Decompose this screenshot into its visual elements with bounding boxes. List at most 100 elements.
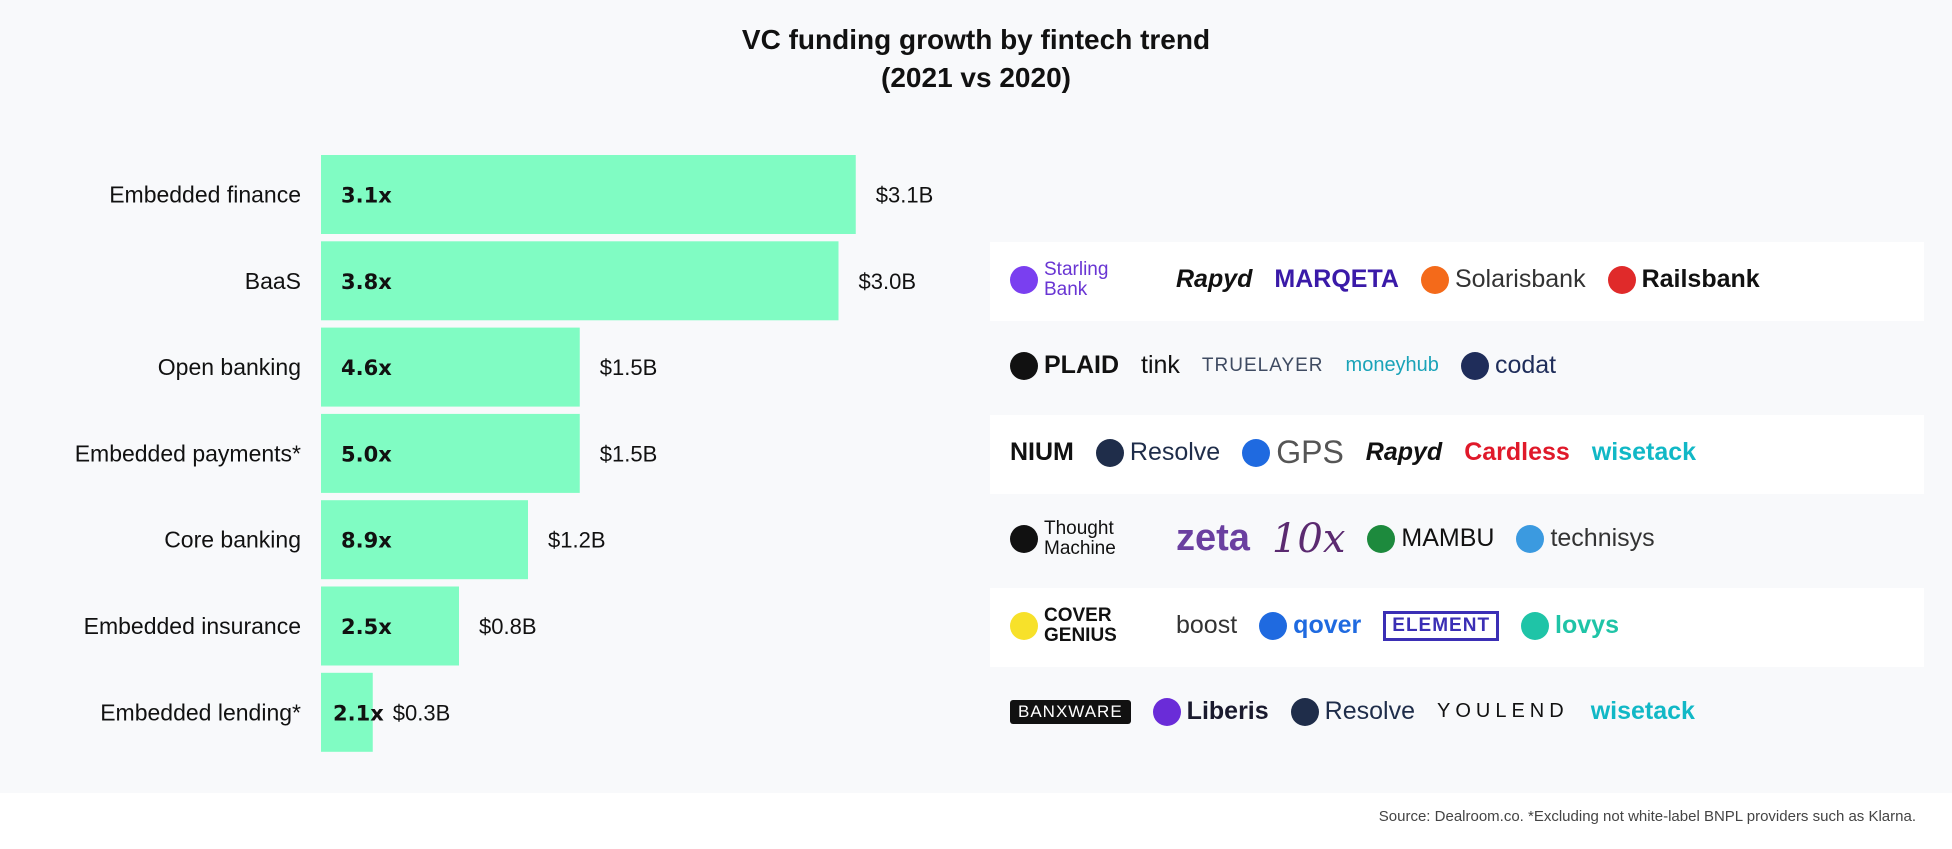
category-label: BaaS xyxy=(245,268,301,294)
bar xyxy=(321,155,856,234)
logo-row-band xyxy=(990,588,1924,667)
logo-text: YOULEND xyxy=(1436,700,1569,722)
logo-text: moneyhub xyxy=(1345,354,1439,376)
logo-plaid: PLAID xyxy=(1010,351,1119,380)
chart-title: VC funding growth by fintech trend xyxy=(741,24,1211,55)
logo-text: boost xyxy=(1176,611,1238,639)
category-label: Embedded payments* xyxy=(75,440,301,466)
logo-rapyd: Rapyd xyxy=(1366,438,1442,467)
logo-text: Railsbank xyxy=(1641,265,1760,293)
logo-moneyhub: moneyhub xyxy=(1346,354,1439,377)
bar xyxy=(321,586,459,666)
category-label: Core banking xyxy=(164,527,301,553)
growth-multiple-label: 2.5x xyxy=(341,615,392,639)
logo-technisys: technisys xyxy=(1516,524,1655,553)
starling-bank-icon xyxy=(1010,265,1038,294)
logo-railsbank: Railsbank xyxy=(1607,265,1760,294)
category-label: Embedded insurance xyxy=(84,613,301,639)
logo-resolve: Resolve xyxy=(1095,438,1221,467)
logo-zeta: zeta xyxy=(1176,517,1250,560)
growth-multiple-label: 5.0x xyxy=(341,442,392,466)
bar xyxy=(321,413,580,493)
codat-icon xyxy=(1460,351,1489,380)
logo-text: Rapyd xyxy=(1176,265,1253,293)
railsbank-icon xyxy=(1607,265,1636,294)
growth-multiple-label: 2.1x xyxy=(333,701,384,725)
mambu-icon xyxy=(1367,524,1396,553)
source-note: Source: Dealroom.co. *Excluding not whit… xyxy=(1378,808,1916,825)
logo-youlend: YOULEND xyxy=(1437,700,1569,723)
plaid-icon xyxy=(1010,351,1038,380)
logo-row: PLAID tink TRUELAYER moneyhub codat xyxy=(1010,326,1910,405)
value-label: $3.1B xyxy=(876,183,934,208)
lovys-icon xyxy=(1521,611,1550,640)
logo-text: lovys xyxy=(1555,611,1619,639)
value-label: $3.0B xyxy=(859,269,917,294)
logo-resolve: Resolve xyxy=(1290,697,1415,726)
cover-genius-icon xyxy=(1010,611,1038,640)
logo-text: Thought Machine xyxy=(1044,517,1116,559)
logo-text: qover xyxy=(1293,611,1362,639)
logo-text: MARQETA xyxy=(1274,265,1399,293)
logo-row: Thought Machine zeta 10x MAMBU technisys xyxy=(1010,499,1910,578)
logo-codat: codat xyxy=(1460,351,1557,380)
growth-multiple-label: 3.8x xyxy=(341,270,392,294)
logo-marqeta: MARQETA xyxy=(1274,265,1399,294)
gps-icon xyxy=(1242,438,1271,467)
value-label: $0.3B xyxy=(393,700,451,725)
logo-tink: tink xyxy=(1141,351,1180,380)
category-label: Embedded finance xyxy=(109,182,301,208)
liberis-icon xyxy=(1152,697,1181,726)
logo-text: Starling Bank xyxy=(1044,258,1109,300)
category-label: Open banking xyxy=(158,354,301,380)
logo-row: BANXWARE Liberis Resolve YOULEND wisetack xyxy=(1010,672,1910,751)
logo-liberis: Liberis xyxy=(1152,697,1269,726)
value-label: $1.5B xyxy=(600,355,658,380)
logo-text: wisetack xyxy=(1591,438,1697,466)
logo-text: NIUM xyxy=(1010,438,1074,466)
logo-cardless: Cardless xyxy=(1464,438,1570,467)
logo-banxware: BANXWARE xyxy=(1010,699,1131,724)
value-label: $0.8B xyxy=(479,614,537,639)
logo-rapyd: Rapyd xyxy=(1176,265,1252,294)
logo-row-band xyxy=(990,242,1924,321)
value-label: $1.5B xyxy=(600,441,658,466)
category-label: Embedded lending* xyxy=(100,699,301,725)
logo-wisetack: wisetack xyxy=(1591,697,1695,726)
logo-row: NIUM Resolve GPS Rapyd Cardless wisetack xyxy=(1010,413,1910,492)
logo-text: codat xyxy=(1494,351,1557,379)
qover-icon xyxy=(1259,611,1288,640)
logo-text: GPS xyxy=(1276,434,1344,470)
logo-text: PLAID xyxy=(1044,351,1119,379)
logo-text: Solarisbank xyxy=(1454,265,1586,293)
logo-boost: boost xyxy=(1176,611,1237,640)
logo-row-band xyxy=(990,415,1924,494)
technisys-icon xyxy=(1516,524,1545,553)
growth-multiple-label: 8.9x xyxy=(341,529,392,553)
logo-10x: 10x xyxy=(1272,516,1345,562)
logo-nium: NIUM xyxy=(1010,438,1074,467)
logo-text: TRUELAYER xyxy=(1201,354,1324,376)
logo-row: COVER GENIUS boost qover ELEMENT lovys xyxy=(1010,586,1910,665)
logo-truelayer: TRUELAYER xyxy=(1202,355,1324,377)
bar-chart: Embedded finance 3.1x $3.1B BaaS 3.8x $3.0B Op… xyxy=(75,155,934,752)
logo-mambu: MAMBU xyxy=(1367,524,1494,553)
logo-text: ELEMENT xyxy=(1383,610,1500,641)
logo-lovys: lovys xyxy=(1521,611,1619,640)
solarisbank-icon xyxy=(1420,265,1449,294)
logo-text: tink xyxy=(1141,351,1180,379)
logo-text: Resolve xyxy=(1129,438,1221,466)
resolve-icon xyxy=(1290,697,1319,726)
logo-qover: qover xyxy=(1259,611,1361,640)
logo-starling-bank: Starling Bank xyxy=(1010,258,1154,300)
logo-row: Starling Bank Rapyd MARQETA Solarisbank Rail… xyxy=(1010,240,1910,319)
logo-text: zeta xyxy=(1176,517,1250,559)
logo-gps: GPS xyxy=(1242,434,1344,471)
logo-text: Liberis xyxy=(1186,697,1269,725)
logo-thought-machine: Thought Machine xyxy=(1010,517,1154,559)
bar xyxy=(321,241,839,321)
growth-multiple-label: 4.6x xyxy=(341,356,392,380)
logo-text: Cardless xyxy=(1464,438,1570,466)
logo-text: technisys xyxy=(1550,524,1655,552)
logo-cover-genius: COVER GENIUS xyxy=(1010,605,1154,646)
